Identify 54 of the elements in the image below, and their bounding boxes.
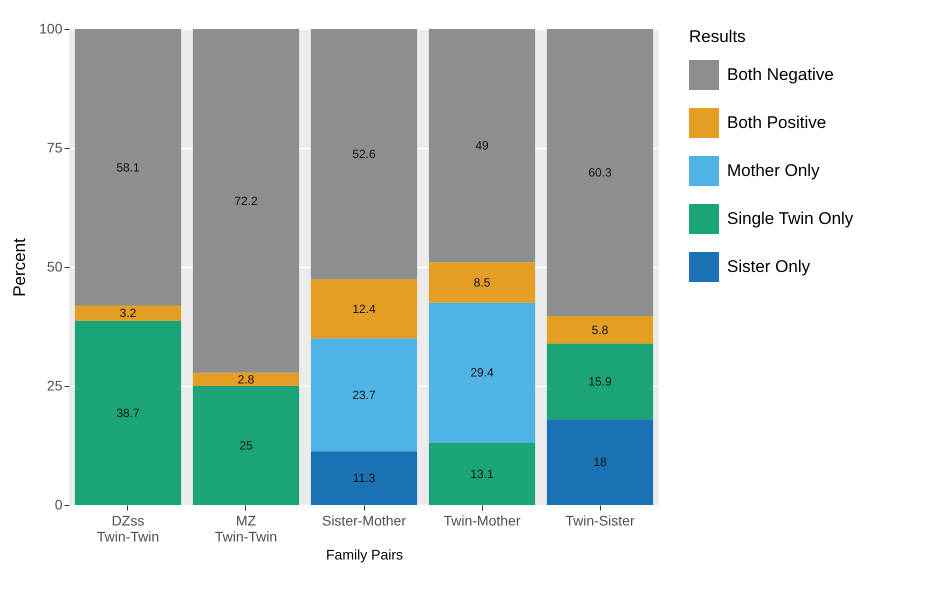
data-label: 18 <box>593 455 607 470</box>
bar <box>428 29 536 262</box>
x-tick-label: Sister-Mother <box>322 512 406 528</box>
bar <box>192 386 300 505</box>
bar <box>192 372 300 386</box>
legend-label: Single Twin Only <box>727 209 854 228</box>
legend-label: Mother Only <box>727 161 820 180</box>
data-label: 52.6 <box>352 147 376 162</box>
data-label: 49 <box>475 138 489 153</box>
data-label: 13.1 <box>470 466 494 481</box>
bar <box>74 320 182 505</box>
legend-title: Results <box>689 27 746 46</box>
bar <box>546 344 654 420</box>
bar <box>428 302 536 443</box>
bar <box>192 29 300 373</box>
bar <box>74 29 182 306</box>
bar <box>428 442 536 505</box>
x-tick-label: Twin-Sister <box>565 512 635 528</box>
bar <box>74 306 182 321</box>
x-axis-title: Family Pairs <box>326 546 404 562</box>
bar <box>428 262 536 303</box>
data-label: 2.8 <box>238 372 255 386</box>
x-tick-label: MZ Twin-Twin <box>214 512 278 544</box>
legend-label: Sister Only <box>727 257 811 276</box>
data-label: 3.2 <box>120 306 137 320</box>
bar <box>310 279 418 338</box>
y-tick-label: 100 <box>39 20 63 36</box>
data-label: 12.4 <box>352 302 376 316</box>
bar <box>546 29 654 316</box>
y-tick-label: 75 <box>46 140 63 156</box>
legend-label: Both Positive <box>727 113 826 132</box>
bar <box>546 316 654 344</box>
bar <box>310 451 418 505</box>
data-label: 11.3 <box>352 471 376 486</box>
x-tick-label: DZss Twin-Twin <box>96 512 160 544</box>
data-label: 29.4 <box>470 366 494 380</box>
bar <box>546 419 654 505</box>
bar <box>310 29 418 280</box>
y-tick-label: 50 <box>46 258 63 274</box>
legend-label: Both Negative <box>727 65 834 84</box>
data-label: 72.2 <box>234 194 258 208</box>
data-label: 25 <box>239 438 253 452</box>
y-tick-label: 25 <box>46 378 63 394</box>
data-label: 38.7 <box>116 406 140 420</box>
x-tick-label: Twin-Mother <box>443 512 521 528</box>
data-label: 60.3 <box>588 166 612 180</box>
bar <box>310 338 418 452</box>
y-tick-label: 0 <box>54 496 63 512</box>
data-label: 23.7 <box>352 388 376 402</box>
data-label: 58.1 <box>116 160 140 174</box>
data-label: 5.8 <box>592 322 609 337</box>
data-label: 15.9 <box>588 374 612 388</box>
y-axis-title: Percent <box>10 238 30 297</box>
data-label: 8.5 <box>474 275 491 290</box>
